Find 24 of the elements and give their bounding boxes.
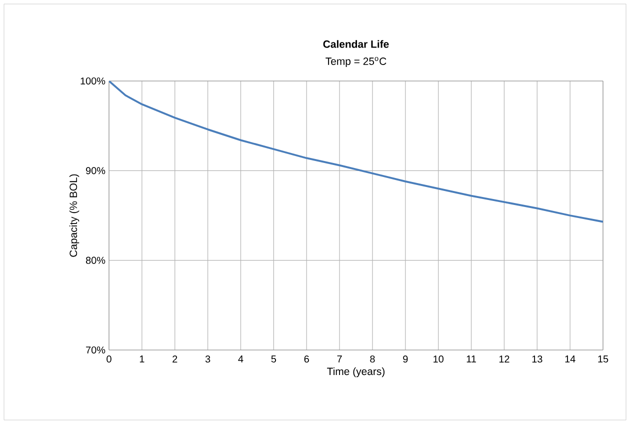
- y-tick-label: 90%: [86, 167, 106, 174]
- x-tick-label: 7: [337, 356, 342, 362]
- x-axis-title: Time (years): [327, 367, 384, 378]
- y-axis-title: Capacity (% BOL): [69, 174, 80, 257]
- y-tick-label: 80%: [86, 256, 106, 264]
- y-tick-label: 100%: [80, 77, 106, 85]
- x-tick-label: 1: [140, 356, 144, 362]
- x-tick-label: 0: [106, 356, 112, 363]
- x-tick-label: 4: [238, 356, 244, 362]
- x-tick-label: 5: [271, 356, 276, 362]
- y-tick-label: 70%: [86, 346, 106, 354]
- x-tick-label: 11: [466, 356, 476, 362]
- x-tick-label: 10: [434, 356, 444, 363]
- chart-title: Calendar Life: [323, 40, 389, 48]
- chart-subtitle: Temp = 25$^{o}$C: [326, 56, 386, 68]
- x-tick-label: 3: [205, 356, 210, 363]
- x-tick-label: 9: [403, 356, 408, 363]
- x-tick-label: 15: [598, 356, 608, 362]
- x-tick-label: 13: [532, 356, 542, 363]
- x-tick-label: 14: [565, 356, 576, 362]
- x-tick-label: 6: [304, 356, 309, 363]
- x-tick-label: 2: [172, 356, 178, 362]
- x-tick-label: 8: [370, 356, 375, 363]
- x-tick-label: 12: [499, 356, 510, 362]
